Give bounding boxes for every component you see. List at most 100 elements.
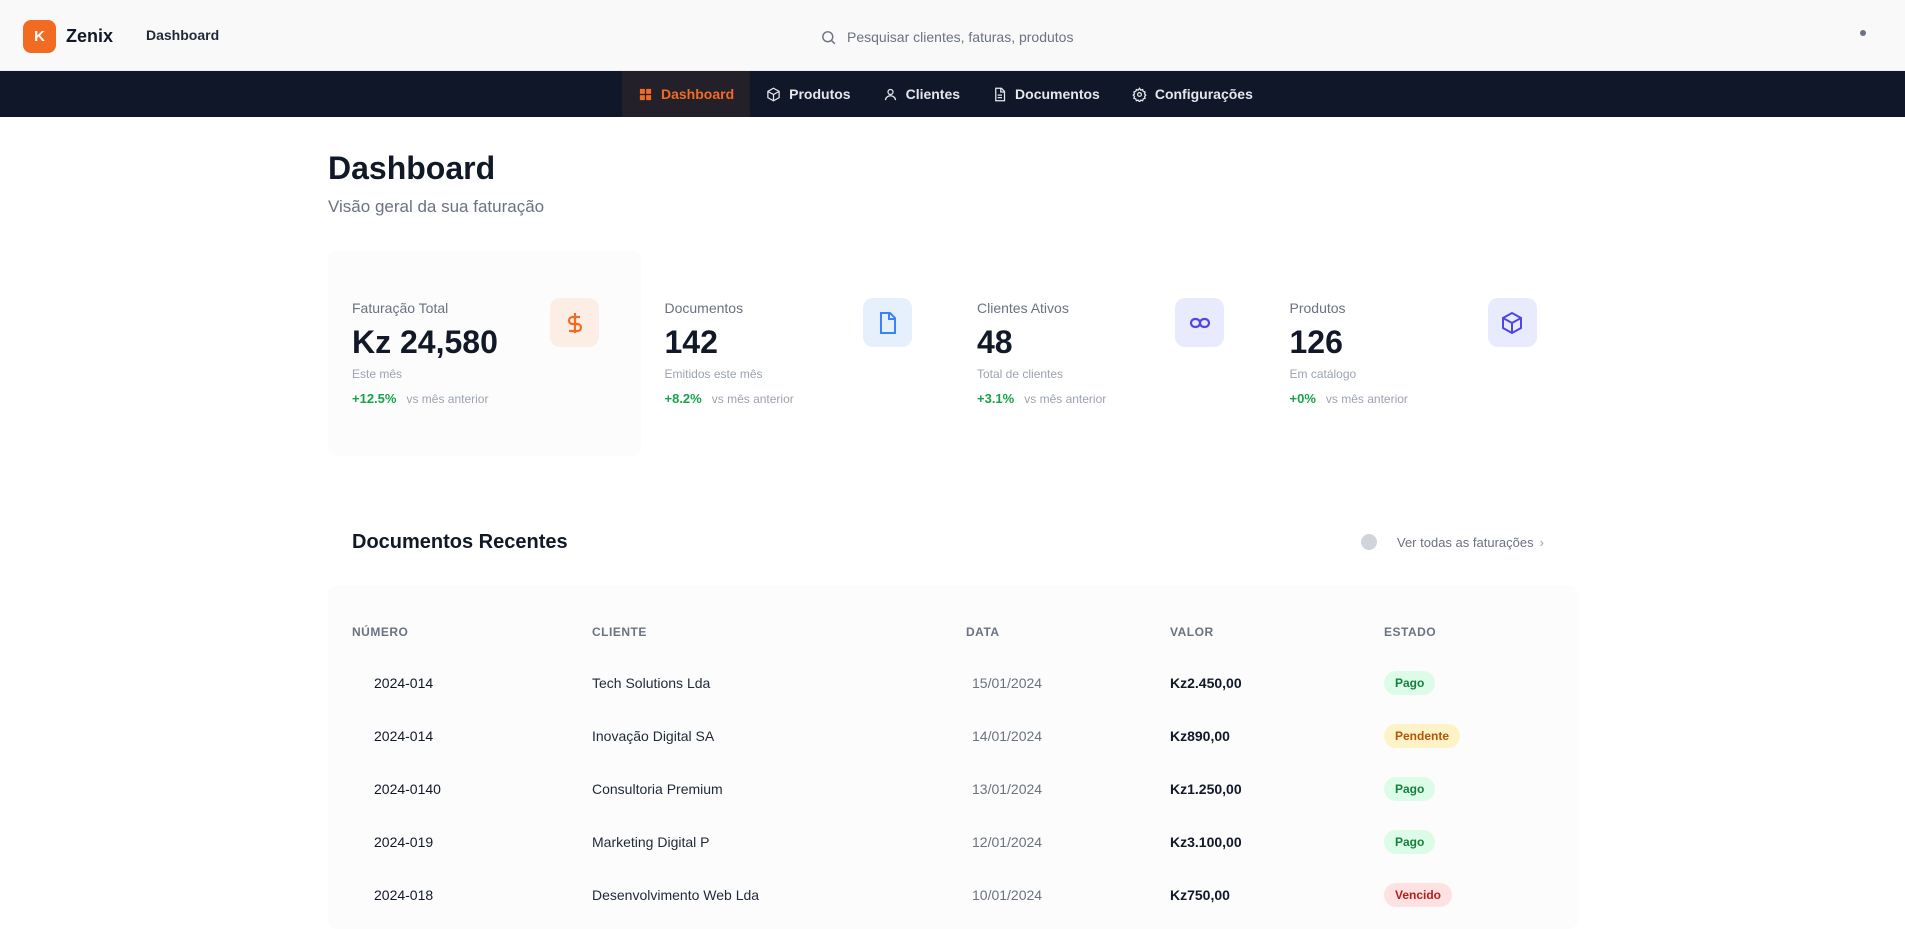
nav-item-documentos[interactable]: Documentos xyxy=(976,71,1116,117)
nav-item-configuracoes[interactable]: Configurações xyxy=(1116,71,1269,117)
cell-value: Kz3.100,00 xyxy=(1170,833,1242,850)
stat-delta: +3.1% xyxy=(977,391,1015,406)
search-icon xyxy=(822,30,836,44)
column-header-date[interactable]: DATA xyxy=(966,625,1000,639)
cell-status: Pago xyxy=(1384,815,1436,868)
stat-value: 48 xyxy=(977,324,1013,360)
cell-number: 2024-018 xyxy=(374,886,434,903)
cell-number: 2024-014 xyxy=(374,674,434,691)
breadcrumb: Dashboard xyxy=(146,27,220,43)
stat-card-documents: Documentos 142 Emitidos este mês +8.2% vs… xyxy=(641,250,954,456)
stats-row: Faturação Total Kz 24,580 Este mês +12.5… xyxy=(328,250,1578,456)
cell-value: Kz750,00 xyxy=(1170,886,1230,903)
table-row[interactable]: 2024-019 Marketing Digital P 12/01/2024 … xyxy=(328,815,1578,868)
dollar-icon xyxy=(550,298,599,347)
link-icon xyxy=(1175,298,1224,347)
brand-logo: K xyxy=(23,20,56,53)
stat-note: Total de clientes xyxy=(977,367,1064,381)
stat-period: vs mês anterior xyxy=(711,392,794,406)
nav-item-label: Produtos xyxy=(789,86,851,102)
stat-note: Em catálogo xyxy=(1289,367,1357,381)
documents-table: NÚMERO CLIENTE DATA VALOR ESTADO 2024-01… xyxy=(328,585,1578,929)
page-subtitle: Visão geral da sua faturação xyxy=(328,197,545,216)
cell-client: Tech Solutions Lda xyxy=(592,674,711,691)
column-header-value[interactable]: VALOR xyxy=(1170,625,1214,639)
user-icon xyxy=(884,88,896,100)
stat-trend: +12.5% vs mês anterior xyxy=(352,391,488,406)
status-badge: Pago xyxy=(1384,670,1436,695)
cell-client: Marketing Digital P xyxy=(592,833,710,850)
stat-period: vs mês anterior xyxy=(1325,392,1408,406)
nav-item-clientes[interactable]: Clientes xyxy=(867,71,976,117)
main-nav: Dashboard Produtos Clientes Documentos C… xyxy=(0,71,1905,117)
stat-label: Clientes Ativos xyxy=(977,300,1069,316)
search-bar[interactable] xyxy=(820,24,1180,50)
stat-period: vs mês anterior xyxy=(1024,392,1107,406)
status-badge: Vencido xyxy=(1384,882,1453,907)
nav-item-label: Documentos xyxy=(1015,86,1100,102)
search-input[interactable] xyxy=(847,29,1167,45)
table-row[interactable]: 2024-014 Tech Solutions Lda 15/01/2024 K… xyxy=(328,656,1578,709)
grid-icon xyxy=(639,88,652,100)
brand[interactable]: K Zenix xyxy=(23,20,113,53)
column-header-status[interactable]: ESTADO xyxy=(1384,625,1437,639)
status-badge: Pago xyxy=(1384,829,1436,854)
status-dot xyxy=(1361,534,1377,550)
stat-label: Produtos xyxy=(1289,300,1346,316)
cell-number: 2024-019 xyxy=(374,833,434,850)
cell-value: Kz2.450,00 xyxy=(1170,674,1242,691)
nav-item-produtos[interactable]: Produtos xyxy=(750,71,866,117)
stat-value: 142 xyxy=(664,324,718,360)
stat-card-revenue: Faturação Total Kz 24,580 Este mês +12.5… xyxy=(328,250,641,456)
page-title: Dashboard xyxy=(328,150,496,186)
stat-label: Documentos xyxy=(664,300,744,316)
cell-date: 14/01/2024 xyxy=(972,727,1043,744)
cell-status: Pago xyxy=(1384,762,1436,815)
nav-item-dashboard[interactable]: Dashboard xyxy=(622,71,751,117)
stat-delta: +12.5% xyxy=(352,391,397,406)
stat-card-clients: Clientes Ativos 48 Total de clientes +3.… xyxy=(953,250,1266,456)
stat-label: Faturação Total xyxy=(352,300,449,316)
stat-trend: +8.2% vs mês anterior xyxy=(665,391,794,406)
status-badge: Pendente xyxy=(1384,723,1461,748)
top-bar: K Zenix Dashboard xyxy=(0,0,1905,71)
table-row[interactable]: 2024-018 Desenvolvimento Web Lda 10/01/2… xyxy=(328,868,1578,921)
cell-client: Inovação Digital SA xyxy=(592,727,715,744)
cell-value: Kz1.250,00 xyxy=(1170,780,1242,797)
user-menu-dot[interactable] xyxy=(1860,30,1866,36)
stat-trend: +0% vs mês anterior xyxy=(1290,391,1408,406)
cell-status: Vencido xyxy=(1384,868,1453,921)
cell-client: Desenvolvimento Web Lda xyxy=(592,886,760,903)
view-all-link[interactable]: Ver todas as faturações › xyxy=(1361,534,1544,550)
document-icon xyxy=(862,298,912,347)
cell-date: 12/01/2024 xyxy=(972,833,1043,850)
table-row[interactable]: 2024-014 Inovação Digital SA 14/01/2024 … xyxy=(328,709,1578,762)
brand-name: Zenix xyxy=(66,26,114,46)
cube-icon xyxy=(1487,298,1537,347)
stat-card-products: Produtos 126 Em catálogo +0% vs mês anter… xyxy=(1266,250,1579,456)
gear-icon xyxy=(1132,86,1147,102)
cell-value: Kz890,00 xyxy=(1170,727,1230,744)
table-row[interactable]: 2024-0140 Consultoria Premium 13/01/2024… xyxy=(328,762,1578,815)
nav-item-label: Clientes xyxy=(905,86,961,102)
document-icon xyxy=(995,87,1006,101)
cell-date: 15/01/2024 xyxy=(972,674,1043,691)
cell-number: 2024-0140 xyxy=(374,780,441,797)
arrow-right-icon: › xyxy=(1539,534,1544,550)
column-header-number[interactable]: NÚMERO xyxy=(352,625,409,639)
stat-note: Este mês xyxy=(352,367,403,381)
stat-value: Kz 24,580 xyxy=(352,324,498,360)
stat-delta: +8.2% xyxy=(664,391,702,406)
box-icon xyxy=(767,87,780,101)
stat-trend: +3.1% vs mês anterior xyxy=(977,391,1106,406)
stat-value: 126 xyxy=(1289,324,1343,360)
cell-date: 10/01/2024 xyxy=(972,886,1043,903)
stat-delta: +0% xyxy=(1289,391,1316,406)
cell-number: 2024-014 xyxy=(374,727,434,744)
stat-note: Emitidos este mês xyxy=(664,367,763,381)
cell-client: Consultoria Premium xyxy=(592,780,723,797)
recent-documents-title: Documentos Recentes xyxy=(352,531,568,553)
column-header-client[interactable]: CLIENTE xyxy=(592,625,647,639)
nav-item-label: Dashboard xyxy=(661,86,735,102)
stat-period: vs mês anterior xyxy=(406,392,489,406)
